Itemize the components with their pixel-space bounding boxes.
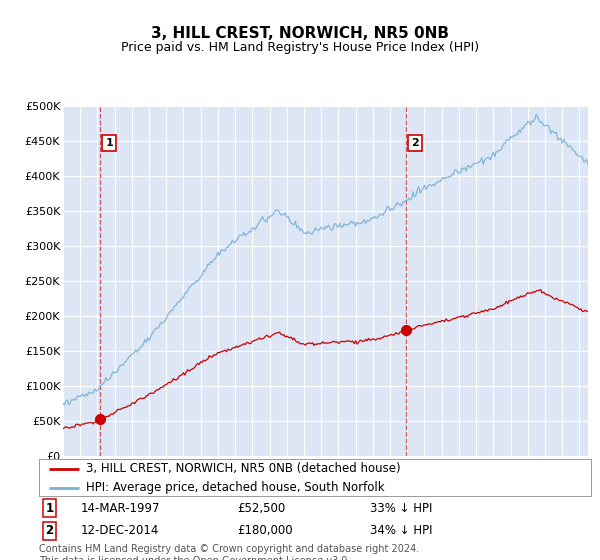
Text: 14-MAR-1997: 14-MAR-1997 bbox=[80, 502, 160, 515]
Text: Price paid vs. HM Land Registry's House Price Index (HPI): Price paid vs. HM Land Registry's House … bbox=[121, 40, 479, 54]
Text: 12-DEC-2014: 12-DEC-2014 bbox=[80, 524, 159, 537]
Text: Contains HM Land Registry data © Crown copyright and database right 2024.
This d: Contains HM Land Registry data © Crown c… bbox=[39, 544, 419, 560]
Text: 1: 1 bbox=[46, 502, 54, 515]
Text: 3, HILL CREST, NORWICH, NR5 0NB: 3, HILL CREST, NORWICH, NR5 0NB bbox=[151, 26, 449, 41]
Text: 2: 2 bbox=[411, 138, 419, 148]
Text: 33% ↓ HPI: 33% ↓ HPI bbox=[370, 502, 433, 515]
Text: £180,000: £180,000 bbox=[238, 524, 293, 537]
Text: £52,500: £52,500 bbox=[238, 502, 286, 515]
Text: 2: 2 bbox=[46, 524, 54, 537]
Text: 3, HILL CREST, NORWICH, NR5 0NB (detached house): 3, HILL CREST, NORWICH, NR5 0NB (detache… bbox=[86, 462, 401, 475]
Text: 34% ↓ HPI: 34% ↓ HPI bbox=[370, 524, 433, 537]
Text: 1: 1 bbox=[106, 138, 113, 148]
Text: HPI: Average price, detached house, South Norfolk: HPI: Average price, detached house, Sout… bbox=[86, 481, 385, 494]
